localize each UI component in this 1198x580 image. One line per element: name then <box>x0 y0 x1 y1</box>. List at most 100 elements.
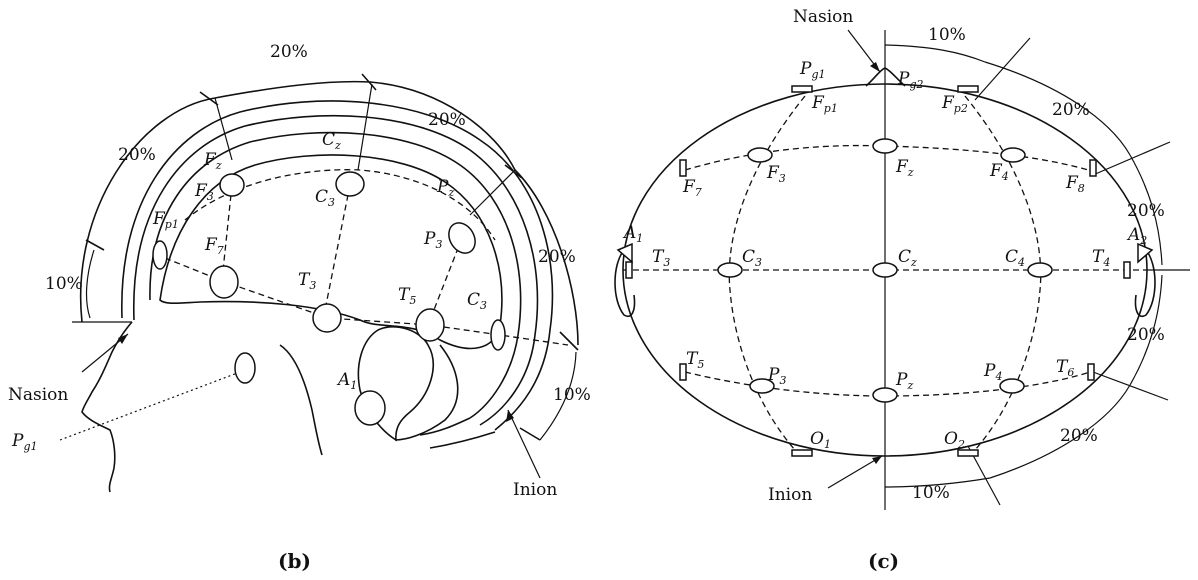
electrode-p3 <box>749 378 775 394</box>
svg-text:F4: F4 <box>989 161 1009 183</box>
pct-label: 10% <box>912 483 950 503</box>
svg-text:P3: P3 <box>767 365 786 387</box>
face-profile <box>81 321 133 493</box>
nasion-arrow-icon <box>118 334 128 344</box>
label-c4: C4 <box>1005 247 1025 269</box>
electrode-t3 <box>625 261 633 279</box>
svg-text:T6: T6 <box>1056 357 1074 379</box>
electrode-c3-lower <box>490 319 506 351</box>
svg-text:Fp1: Fp1 <box>811 93 838 115</box>
label-fp1: Fp1 <box>811 93 838 115</box>
arc-tick <box>199 91 219 106</box>
svg-text:C3: C3 <box>742 247 762 269</box>
arc-20-upper <box>984 61 1131 156</box>
label-f7: F7 <box>682 177 702 199</box>
svg-text:A1: A1 <box>622 223 643 245</box>
tick-line <box>1092 141 1171 176</box>
pg1-pointer <box>59 371 241 441</box>
svg-text:C3: C3 <box>467 290 487 312</box>
svg-text:Fp1: Fp1 <box>152 209 179 231</box>
electrode-t5 <box>679 363 687 381</box>
label-t3: T3 <box>298 270 316 292</box>
arc-tick <box>559 331 579 351</box>
pct-label: 20% <box>1060 426 1098 446</box>
pct-label: 10% <box>553 385 591 405</box>
label-p3: P3 <box>767 365 786 387</box>
inion-label: Inion <box>768 485 812 505</box>
neck-contour <box>279 344 323 456</box>
svg-text:P3: P3 <box>423 229 442 251</box>
svg-text:Cz: Cz <box>898 247 917 269</box>
pct-label: 20% <box>1052 100 1090 120</box>
electrode-t6 <box>1087 363 1095 381</box>
bracket-10-front <box>85 249 95 319</box>
arc-20-mid-lower <box>1129 274 1163 386</box>
tick-line <box>974 37 1031 101</box>
svg-text:Pz: Pz <box>436 177 454 199</box>
label-p3: P3 <box>423 229 442 251</box>
electrode-t4 <box>1123 261 1131 279</box>
svg-text:T3: T3 <box>652 247 670 269</box>
label-fz: Fz <box>203 150 222 172</box>
head-outer-contour <box>121 100 554 431</box>
inion-pointer <box>507 409 541 479</box>
fz-pointer <box>214 97 233 161</box>
svg-text:Fz: Fz <box>895 157 914 179</box>
label-a1: A1 <box>622 223 643 245</box>
label-t3: T3 <box>652 247 670 269</box>
svg-text:T5: T5 <box>686 349 704 371</box>
arc-10-top <box>884 44 986 63</box>
label-a1: A1 <box>336 370 357 392</box>
svg-text:F3: F3 <box>194 181 214 203</box>
head-mid-contour <box>133 114 539 426</box>
svg-text:Pg1: Pg1 <box>799 59 826 81</box>
electrode-pg1 <box>791 85 813 93</box>
svg-text:O2: O2 <box>944 429 965 451</box>
label-o2: O2 <box>944 429 965 451</box>
pct-label: 20% <box>428 110 466 130</box>
label-f3: F3 <box>194 181 214 203</box>
nasion-label: Nasion <box>8 385 68 405</box>
label-c3: C3 <box>742 247 762 269</box>
svg-text:T5: T5 <box>398 285 416 307</box>
label-f4: F4 <box>989 161 1009 183</box>
cerebellum-contour <box>394 344 459 441</box>
label-pg2: Pg2 <box>897 69 924 91</box>
head-inner-contour <box>149 131 522 419</box>
svg-text:Fp2: Fp2 <box>941 93 968 115</box>
electrode-fz <box>872 138 898 154</box>
svg-text:C3: C3 <box>315 187 335 209</box>
electrode-pg1 <box>234 352 256 384</box>
svg-text:A2: A2 <box>1126 225 1147 247</box>
pct-label: 20% <box>538 247 576 267</box>
arc-10-bottom <box>884 477 991 488</box>
label-pz: Pz <box>895 370 913 392</box>
label-t4: T4 <box>1092 247 1110 269</box>
label-cz: Cz <box>898 247 917 269</box>
label-p4: P4 <box>983 361 1002 383</box>
inion-pointer <box>827 455 883 489</box>
panel-b-lateral-view: 20% 20% 20% 20% 10% 10% Fz F3 Fp1 F7 Cz … <box>8 42 591 573</box>
label-cz: Cz <box>322 130 341 152</box>
outer-measure-arc <box>79 80 579 346</box>
label-pz: Pz <box>436 177 454 199</box>
panel-c-caption: (c) <box>868 549 899 573</box>
electrode-f4 <box>1000 147 1026 163</box>
electrode-c3-upper <box>335 171 365 197</box>
left-ear <box>614 249 636 317</box>
electrode-f7 <box>679 159 687 177</box>
label-c3: C3 <box>315 187 335 209</box>
electrode-o1 <box>791 449 813 457</box>
svg-text:Cz: Cz <box>322 130 341 152</box>
ear-outline <box>357 326 434 442</box>
electrode-fp1 <box>152 240 168 270</box>
label-c3-lower: C3 <box>467 290 487 312</box>
electrode-pz <box>872 387 898 403</box>
svg-text:T4: T4 <box>1092 247 1110 269</box>
label-pg1: Pg1 <box>11 431 38 453</box>
label-o1: O1 <box>810 429 831 451</box>
svg-text:A1: A1 <box>336 370 357 392</box>
c-column-line <box>324 184 351 311</box>
svg-text:O1: O1 <box>810 429 831 451</box>
electrode-a1 <box>616 242 633 264</box>
